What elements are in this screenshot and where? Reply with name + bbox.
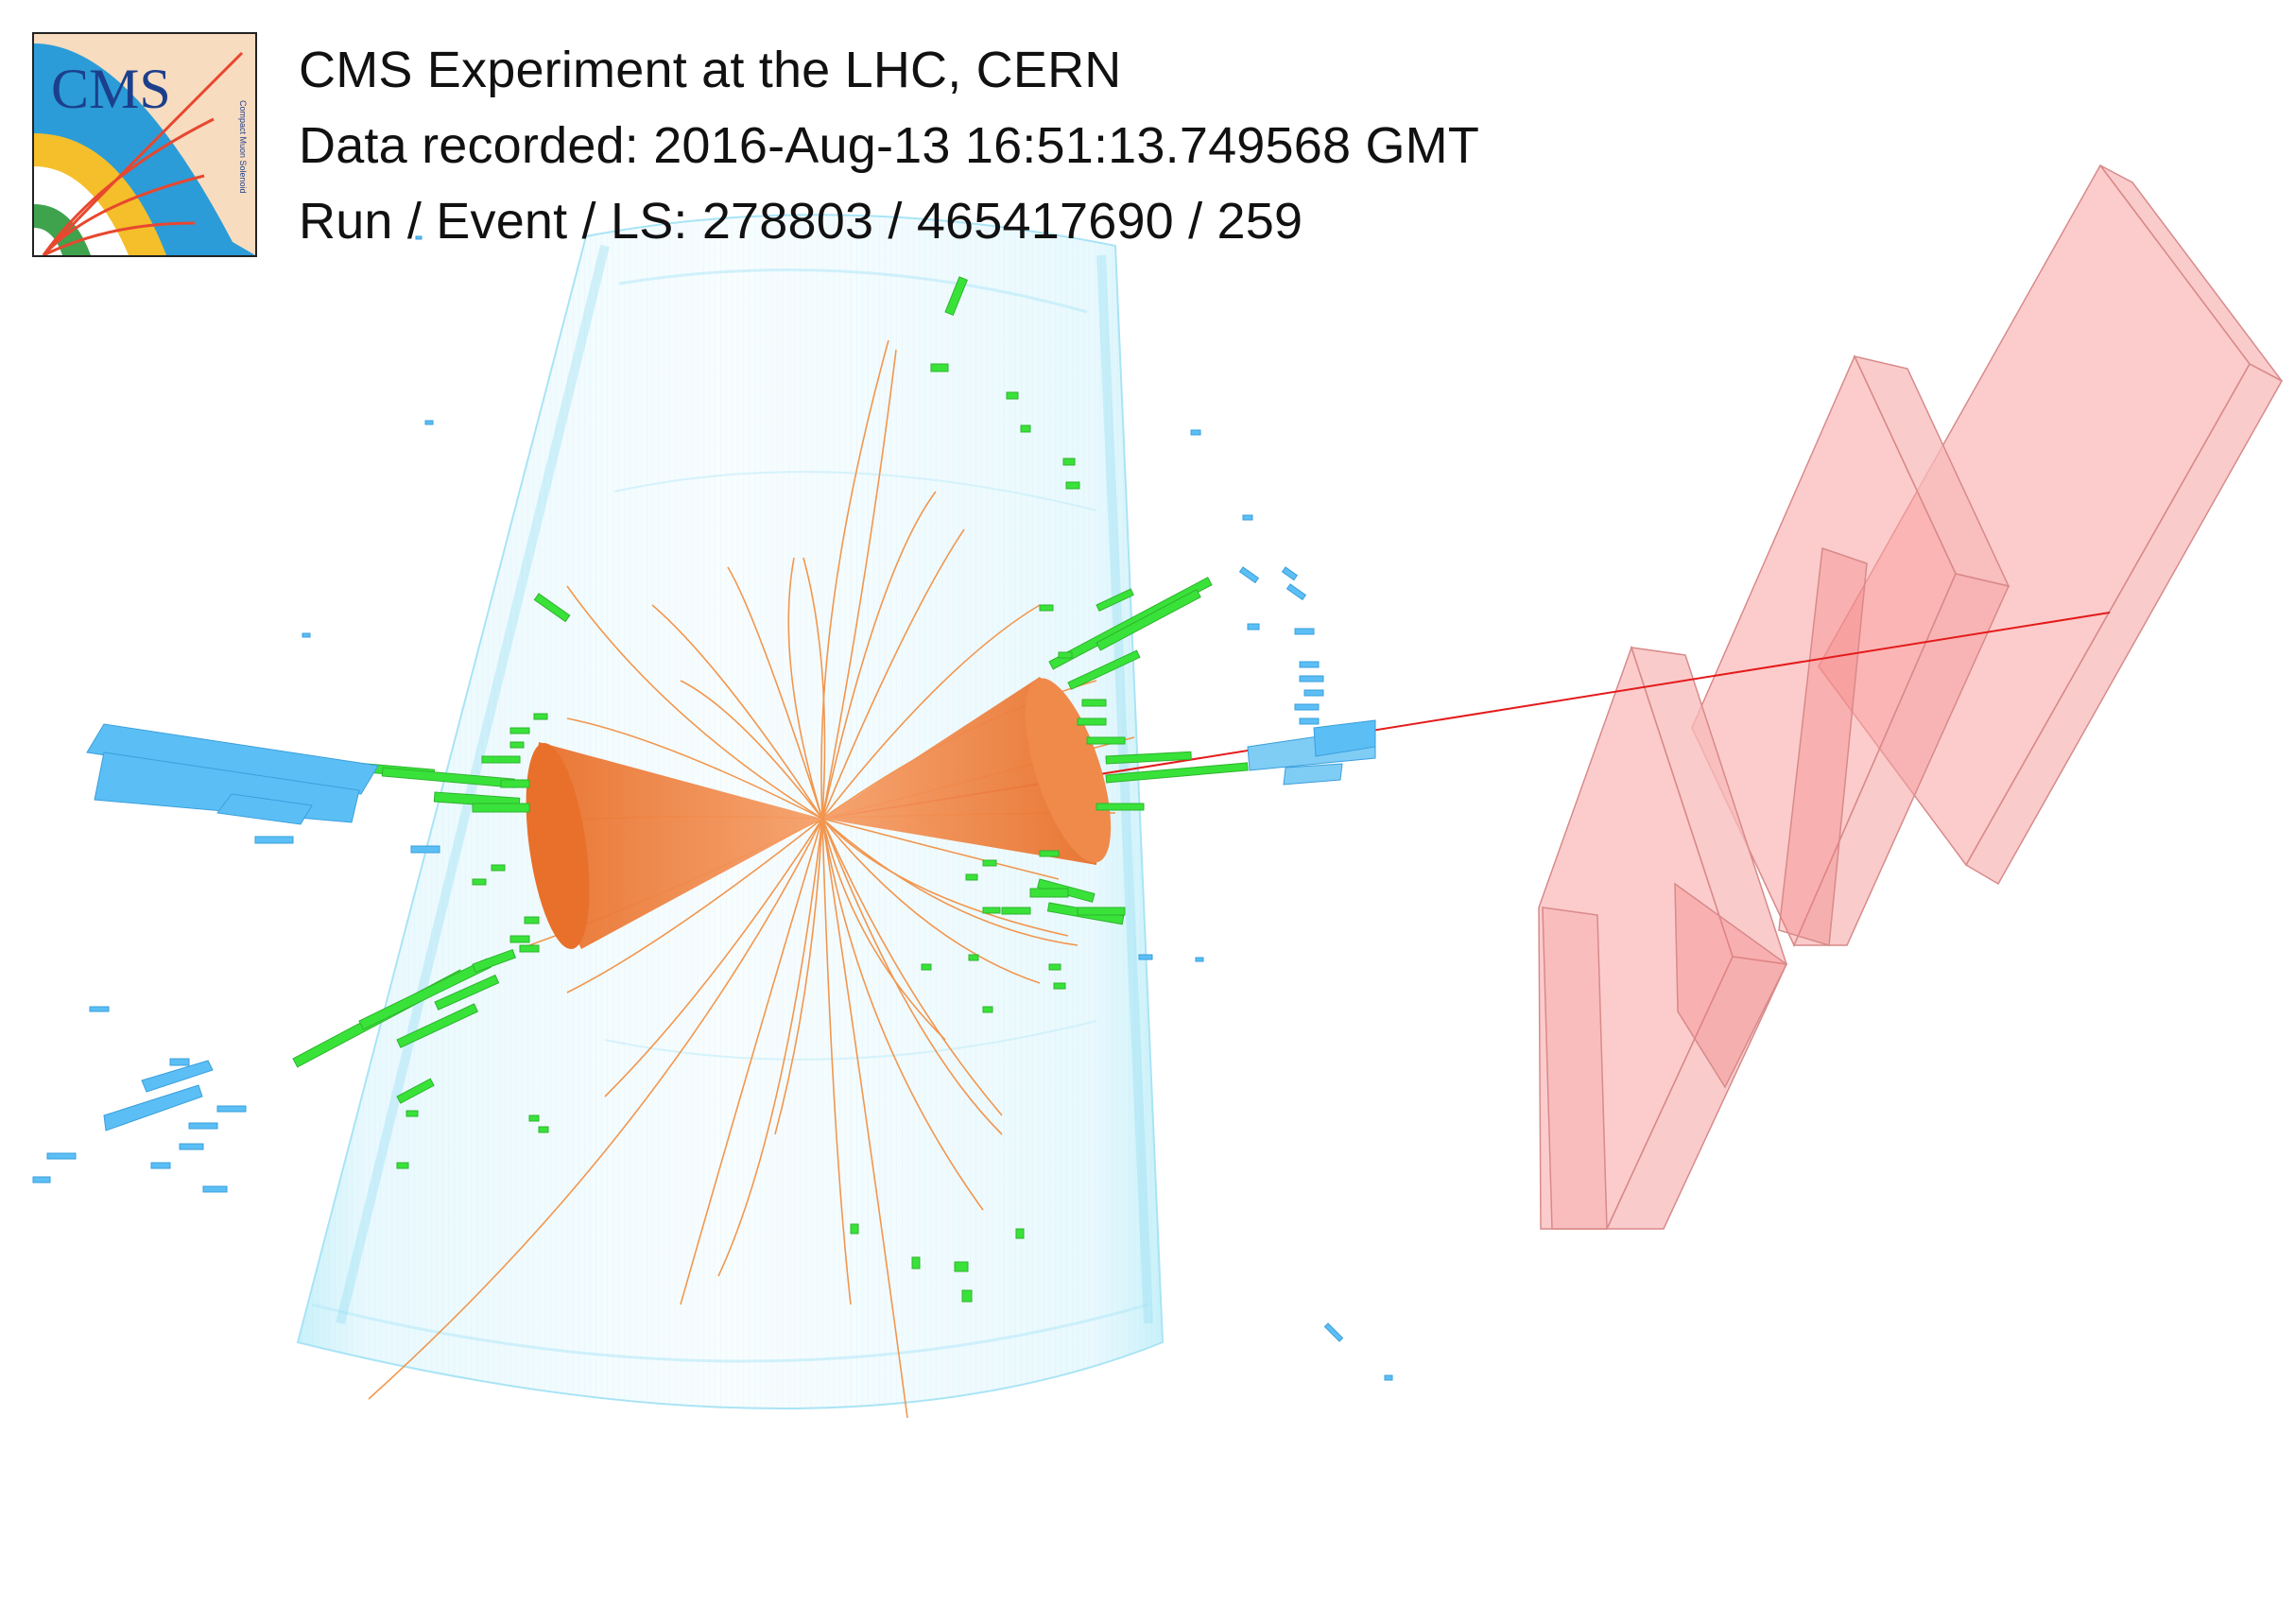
cms-logo-text: CMS: [51, 58, 171, 120]
jet-cone-right-cap: [1025, 678, 1112, 863]
jet-cone-left-cap: [526, 742, 590, 950]
hcal-deposits: [32, 235, 1393, 1381]
jet-cone-left: [536, 742, 822, 949]
jet-cones: [526, 677, 1112, 950]
event-info: CMS Experiment at the LHC, CERN Data rec…: [299, 32, 1479, 259]
experiment-title: CMS Experiment at the LHC, CERN: [299, 42, 1122, 98]
charged-tracks: [368, 339, 1135, 1419]
muon-chambers: [1538, 164, 2284, 1230]
cms-logo-subtitle: Compact Muon Solenoid: [238, 100, 248, 194]
cms-logo: CMS Compact Muon Solenoid: [32, 32, 257, 257]
run-event-ls: Run / Event / LS: 278803 / 465417690 / 2…: [299, 193, 1303, 250]
data-recorded: Data recorded: 2016-Aug-13 16:51:13.7495…: [299, 117, 1480, 174]
